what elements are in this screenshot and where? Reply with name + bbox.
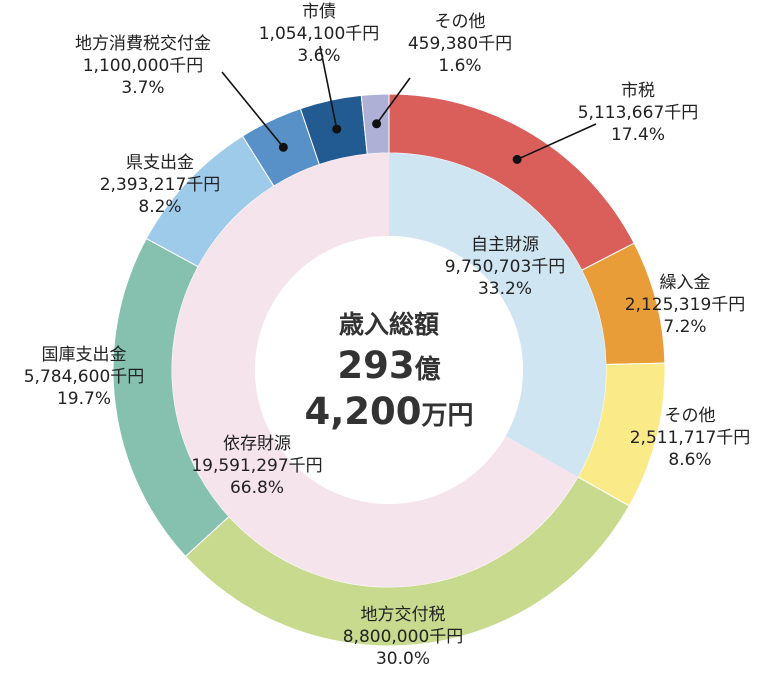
outer-label-2: その他 2,511,717千円 8.6% [630,406,751,470]
center-hole [255,236,523,504]
center-total-line2: 4,200万円 [304,390,473,433]
inner-slice-1 [172,152,578,587]
total-unit-oku: 億 [415,355,441,385]
outer-label-6: 地方消費税交付金 1,100,000千円 3.7% [75,34,211,98]
outer-label-8: その他 459,380千円 1.6% [408,12,512,76]
total-number2: 4,200 [304,390,421,433]
outer-label-0: 市税 5,113,667千円 17.4% [578,81,699,145]
inner-label-0: 自主財源 9,750,703千円 33.2% [445,235,566,299]
outer-label-7: 市債 1,054,100千円 3.6% [259,2,380,66]
inner-label-1: 依存財源 19,591,297千円 66.8% [191,434,322,498]
slice-labels: 市税 5,113,667千円 17.4% 繰入金 2,125,319千円 7.2% その他 2… [24,2,751,669]
inner-ring [172,152,606,587]
outer-label-5: 県支出金 2,393,217千円 8.2% [100,153,221,217]
outer-label-1: 繰入金 2,125,319千円 7.2% [625,273,746,337]
total-number: 293 [337,344,414,387]
total-unit-man: 万円 [422,401,474,431]
leader-lines [221,45,597,164]
leader-dot-6 [278,142,288,152]
leader-line-8 [375,77,411,125]
leader-dot-0 [512,154,522,164]
leader-dot-7 [332,124,342,134]
leader-line-6 [221,71,284,148]
center-total-line1: 293億 [337,344,440,387]
center-title: 歳入総額 [339,310,439,339]
leader-line-0 [516,123,597,161]
outer-label-3: 地方交付税 8,800,000千円 30.0% [343,605,464,669]
inner-slice-0 [389,153,606,477]
leader-line-7 [319,45,338,130]
leader-dot-8 [372,119,382,129]
outer-label-4: 国庫支出金 5,784,600千円 19.7% [24,345,145,409]
